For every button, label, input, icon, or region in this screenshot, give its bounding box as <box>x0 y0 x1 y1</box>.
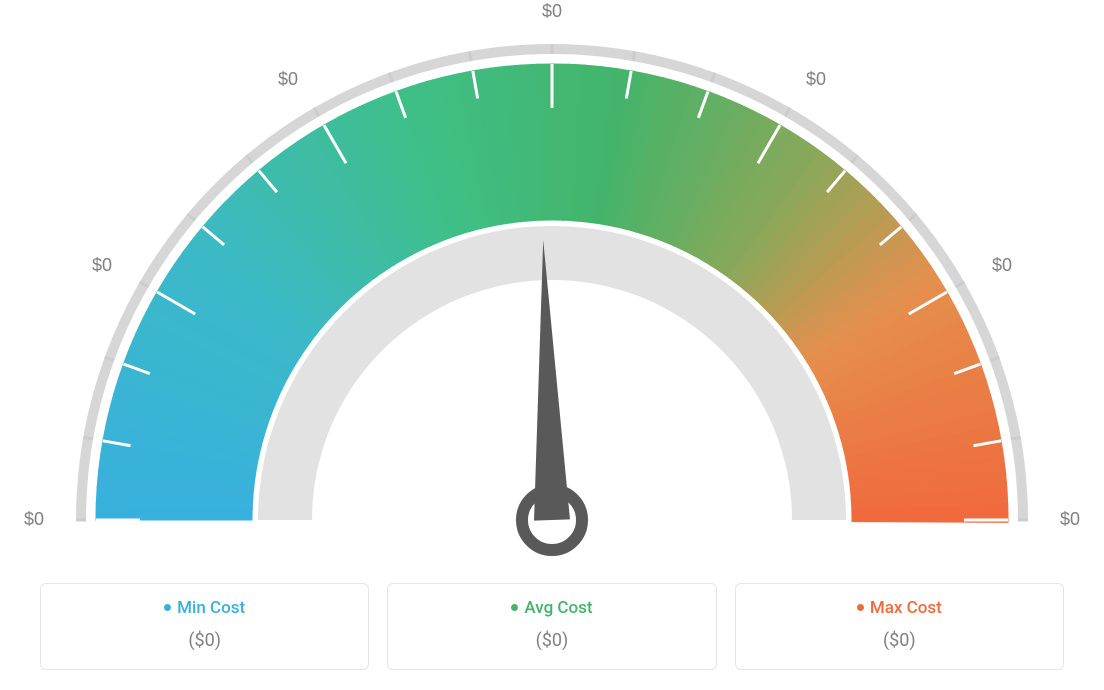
svg-text:$0: $0 <box>542 1 562 21</box>
svg-text:$0: $0 <box>806 69 826 89</box>
legend-value-min: ($0) <box>51 630 358 651</box>
chart-container: $0 $0 $0 $0 $0 $0 $0 Min Cost ($0) Avg Cost ($… <box>0 0 1104 690</box>
legend-title-min: Min Cost <box>51 598 358 618</box>
legend-card-max: Max Cost ($0) <box>735 583 1064 670</box>
legend-value-avg: ($0) <box>398 630 705 651</box>
legend-title-max: Max Cost <box>746 598 1053 618</box>
svg-text:$0: $0 <box>92 255 112 275</box>
gauge-svg: $0 $0 $0 $0 $0 $0 $0 <box>0 0 1104 560</box>
svg-text:$0: $0 <box>278 69 298 89</box>
legend-title-avg: Avg Cost <box>398 598 705 618</box>
svg-text:$0: $0 <box>24 509 44 529</box>
legend: Min Cost ($0) Avg Cost ($0) Max Cost ($0… <box>40 583 1064 670</box>
bullet-max <box>857 604 864 611</box>
gauge-chart: $0 $0 $0 $0 $0 $0 $0 <box>0 0 1104 560</box>
legend-label-min: Min Cost <box>177 598 245 618</box>
svg-text:$0: $0 <box>992 255 1012 275</box>
bullet-min <box>164 604 171 611</box>
legend-card-min: Min Cost ($0) <box>40 583 369 670</box>
legend-value-max: ($0) <box>746 630 1053 651</box>
legend-label-avg: Avg Cost <box>524 598 592 618</box>
bullet-avg <box>511 604 518 611</box>
legend-card-avg: Avg Cost ($0) <box>387 583 716 670</box>
legend-label-max: Max Cost <box>870 598 942 618</box>
svg-text:$0: $0 <box>1060 509 1080 529</box>
